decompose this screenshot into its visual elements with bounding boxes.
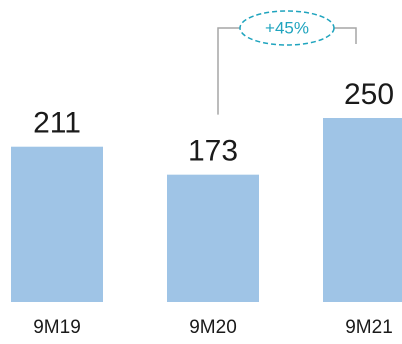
bar-9m19 [11,146,103,302]
category-label-9m19: 9M19 [33,317,81,338]
bar-9m20 [167,174,259,302]
bars-group: 211 9M19 173 9M20 250 9M21 [11,78,402,338]
bar-9m21 [323,118,402,302]
category-label-9m21: 9M21 [345,317,393,338]
value-label-9m20: 173 [188,135,238,168]
value-label-9m21: 250 [344,78,394,111]
growth-annotation: +45% [217,10,357,115]
value-label-9m19: 211 [33,107,81,140]
growth-badge-outline [239,10,335,46]
growth-label: +45% [265,19,309,38]
category-label-9m20: 9M20 [189,317,237,338]
